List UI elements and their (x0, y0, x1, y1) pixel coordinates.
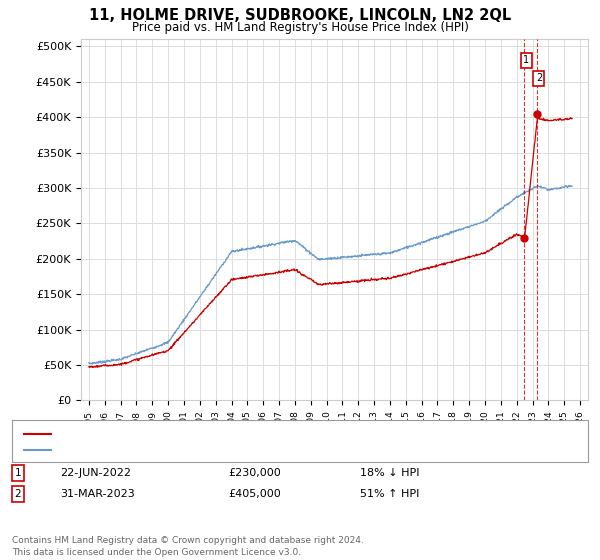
Text: 2: 2 (14, 489, 22, 499)
Text: 18% ↓ HPI: 18% ↓ HPI (360, 468, 419, 478)
Text: £230,000: £230,000 (228, 468, 281, 478)
Text: Price paid vs. HM Land Registry's House Price Index (HPI): Price paid vs. HM Land Registry's House … (131, 21, 469, 34)
Text: 1: 1 (523, 55, 529, 66)
Text: 11, HOLME DRIVE, SUDBROOKE, LINCOLN, LN2 2QL (detached house): 11, HOLME DRIVE, SUDBROOKE, LINCOLN, LN2… (54, 431, 416, 441)
Text: 51% ↑ HPI: 51% ↑ HPI (360, 489, 419, 499)
Text: 1: 1 (14, 468, 22, 478)
Text: 22-JUN-2022: 22-JUN-2022 (60, 468, 131, 478)
Text: 31-MAR-2023: 31-MAR-2023 (60, 489, 135, 499)
Text: Contains HM Land Registry data © Crown copyright and database right 2024.
This d: Contains HM Land Registry data © Crown c… (12, 536, 364, 557)
Text: 11, HOLME DRIVE, SUDBROOKE, LINCOLN, LN2 2QL: 11, HOLME DRIVE, SUDBROOKE, LINCOLN, LN2… (89, 8, 511, 24)
Text: £405,000: £405,000 (228, 489, 281, 499)
Text: 2: 2 (536, 73, 542, 83)
Text: HPI: Average price, detached house, West Lindsey: HPI: Average price, detached house, West… (54, 446, 316, 456)
